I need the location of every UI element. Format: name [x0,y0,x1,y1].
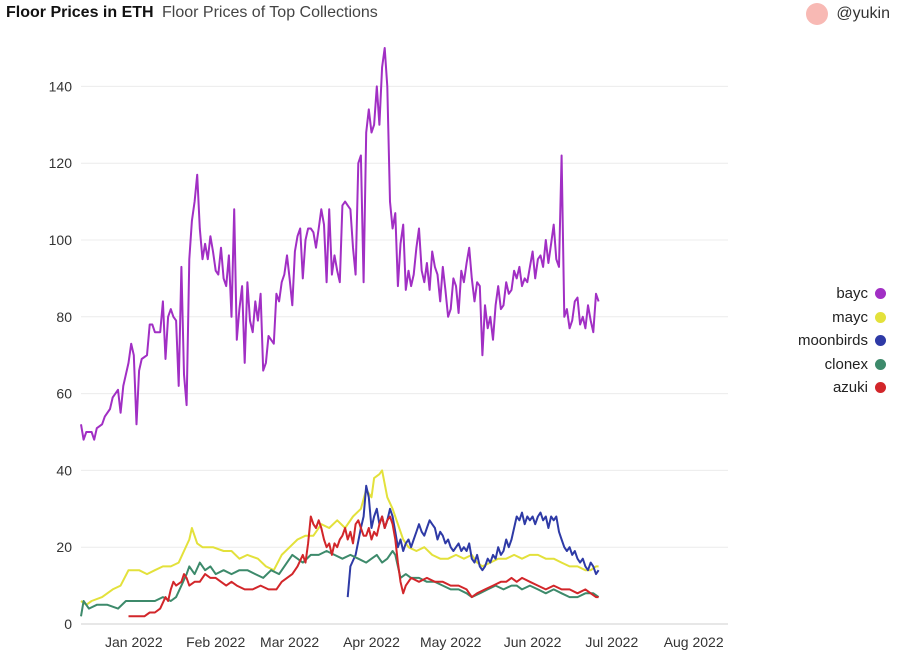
x-tick-label: Apr 2022 [343,634,400,650]
chart-header: Floor Prices in ETH Floor Prices of Top … [0,0,900,30]
y-tick-label: 120 [49,155,73,171]
chart-subtitle: Floor Prices of Top Collections [162,4,378,21]
legend-label: mayc [832,308,868,326]
x-tick-label: May 2022 [420,634,482,650]
series-line-azuki [128,515,599,618]
x-tick-label: Mar 2022 [260,634,319,650]
chart-title: Floor Prices in ETH [6,4,154,21]
y-tick-label: 0 [64,616,72,632]
y-tick-label: 80 [56,309,72,325]
x-tick-label: Aug 2022 [664,634,724,650]
legend-swatch [875,358,886,370]
x-tick-label: Jan 2022 [105,634,163,650]
legend-swatch [875,335,886,347]
legend-label: moonbirds [797,332,868,350]
y-tick-label: 20 [56,539,72,555]
avatar[interactable] [806,3,829,25]
legend-item-azuki[interactable]: azuki [798,376,886,400]
y-tick-label: 60 [56,386,72,402]
y-tick-label: 100 [49,232,73,248]
series-line-clonex [80,550,600,617]
x-tick-label: Jul 2022 [585,634,638,650]
series-line-bayc [80,47,600,441]
series-line-mayc [80,469,599,606]
x-tick-label: Jun 2022 [504,634,562,650]
author-username[interactable]: @yukin [836,5,890,22]
legend-item-mayc[interactable]: mayc [798,306,886,330]
legend-label: bayc [836,285,868,303]
legend-item-bayc[interactable]: bayc [798,282,886,306]
legend-item-moonbirds[interactable]: moonbirds [798,329,886,353]
legend-label: azuki [832,379,868,397]
series-line-moonbirds [346,484,600,598]
chart-legend: bayc mayc moonbirds clonex azuki [798,282,886,400]
legend-swatch [875,382,886,394]
legend-swatch [875,311,886,323]
legend-swatch [875,288,886,300]
x-tick-label: Feb 2022 [186,634,245,650]
y-tick-label: 40 [56,462,72,478]
y-tick-label: 140 [49,78,73,94]
legend-item-clonex[interactable]: clonex [798,353,886,377]
legend-label: clonex [824,355,868,373]
author-badge[interactable]: @yukin [806,2,890,26]
